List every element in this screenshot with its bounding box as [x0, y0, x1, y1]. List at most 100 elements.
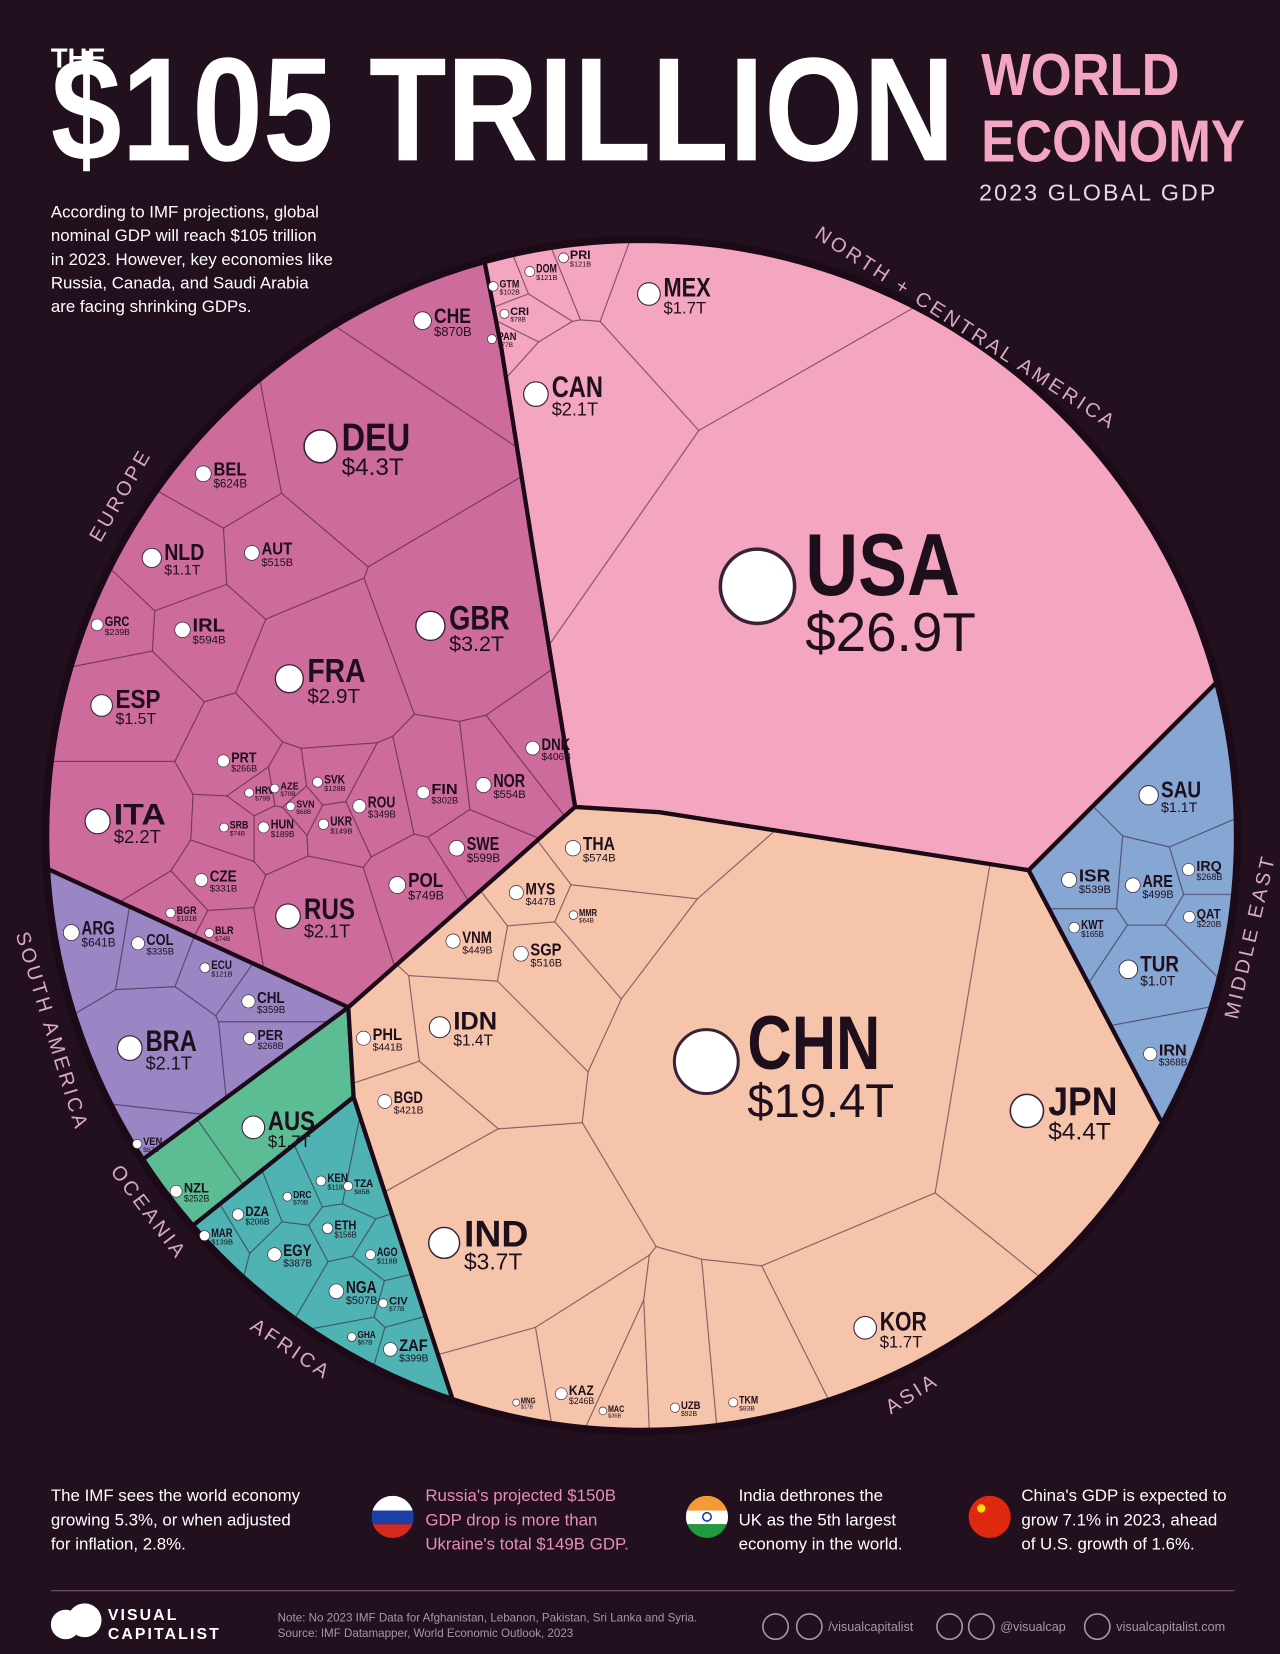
gdp-label: $1.7T — [663, 299, 706, 318]
flag — [378, 1298, 389, 1309]
gdp-label: $624B — [213, 477, 247, 490]
country-code: JPN — [1048, 1080, 1117, 1124]
country-code: EGY — [283, 1242, 311, 1260]
gdp-label: $79B — [255, 796, 271, 803]
gdp-label: $26.9T — [805, 601, 976, 663]
gdp-label: $118B — [377, 1256, 398, 1265]
flag — [1138, 785, 1159, 806]
flag — [244, 545, 260, 561]
country-code: MAR — [211, 1226, 233, 1240]
country-code: NZL — [184, 1181, 209, 1197]
country-code: QAT — [1197, 906, 1222, 921]
flag — [728, 1397, 739, 1408]
flag — [282, 1191, 293, 1202]
flag — [672, 1028, 740, 1096]
country-code: SAU — [1161, 777, 1201, 803]
gdp-label: $421B — [394, 1106, 424, 1117]
icon — [762, 1613, 789, 1641]
flag — [352, 799, 367, 814]
gdp-label: $101B — [177, 916, 198, 923]
gdp-label: $156B — [334, 1230, 357, 1239]
flag — [204, 928, 215, 938]
icon — [967, 1613, 995, 1641]
flag — [132, 1139, 143, 1149]
flag-star — [977, 1504, 986, 1513]
country-code: TZA — [354, 1178, 373, 1190]
country-code: VNM — [462, 928, 492, 947]
gdp-label: $2.2T — [114, 826, 161, 847]
flag — [365, 1249, 376, 1260]
flag — [487, 334, 497, 344]
country-code: GBR — [449, 599, 510, 637]
gdp-label: $118B — [327, 1182, 348, 1191]
country-code: BEL — [213, 459, 246, 480]
flag — [1182, 863, 1195, 876]
region-border — [1026, 630, 1238, 1163]
gdp-label: $121B — [536, 273, 557, 282]
country-code: BRA — [146, 1026, 197, 1058]
flag — [328, 1283, 345, 1300]
flag — [568, 910, 579, 920]
country-code: BLR — [215, 925, 234, 937]
flag — [194, 873, 209, 887]
flag — [267, 1247, 282, 1262]
country-code: CIV — [389, 1295, 409, 1307]
flag — [554, 1387, 568, 1401]
social-handle[interactable]: @visualcap — [1000, 1620, 1066, 1634]
social-handle[interactable]: /visualcapitalist — [828, 1620, 913, 1634]
gdp-label: $574B — [583, 853, 616, 865]
intro-line: nominal GDP will reach $105 trillion — [51, 226, 317, 245]
flag — [383, 1342, 398, 1357]
intro-line: Russia, Canada, and Saudi Arabia — [51, 274, 309, 293]
country-code: IRN — [1159, 1043, 1187, 1060]
gdp-label: $2.1T — [146, 1053, 192, 1073]
pre-title: THE — [51, 43, 106, 74]
icon — [936, 1613, 964, 1641]
footer-text: growing 5.3%, or when adjusted — [51, 1510, 291, 1529]
footer-text: The IMF sees the world economy — [51, 1486, 301, 1505]
gdp-label: $128B — [324, 784, 346, 793]
labels: USA$26.9TCAN$2.1TMEX$1.7TPRI$121BDOM$121… — [62, 248, 1222, 1420]
gdp-label: $19.4T — [747, 1074, 894, 1127]
flag — [243, 1031, 257, 1045]
gdp-label: $77B — [389, 1306, 405, 1313]
flag — [428, 1016, 451, 1039]
country-code: ARE — [1142, 871, 1173, 891]
gdp-label: $67B — [357, 1340, 372, 1347]
country-code: AGO — [377, 1246, 398, 1259]
icon — [795, 1613, 823, 1641]
country-code: KWT — [1081, 917, 1103, 932]
intro-line: in 2023. However, key economies like — [51, 250, 333, 269]
gdp-label: $2.1T — [304, 922, 350, 942]
country-code: HRV — [255, 785, 275, 797]
region-border — [45, 1094, 456, 1432]
gdp-label: $17B — [521, 1405, 534, 1411]
country-cell — [174, 692, 284, 797]
country-code: MMR — [579, 908, 597, 919]
flag — [508, 885, 524, 901]
gdp-label: $1.1T — [164, 563, 201, 579]
flag — [513, 945, 529, 962]
gdp-label: $4.3T — [342, 454, 404, 481]
gdp-label: $516B — [530, 958, 562, 970]
flag — [427, 1226, 461, 1260]
flag — [1143, 1047, 1158, 1062]
gdp-label: $1.7T — [268, 1132, 311, 1151]
gdp-label: $449B — [462, 945, 492, 956]
flag-india — [685, 1495, 729, 1538]
flag — [525, 740, 540, 756]
country-code: GRC — [105, 613, 130, 629]
country-code: IRL — [193, 615, 225, 636]
flag — [90, 618, 104, 632]
country-code: AUS — [268, 1106, 315, 1136]
flag — [241, 1115, 266, 1140]
gdp-label: $189B — [271, 830, 295, 839]
gdp-label: $1.0T — [1140, 974, 1176, 989]
gdp-label: $2.9T — [307, 685, 360, 708]
flag — [558, 252, 569, 264]
gdp-label: $335B — [146, 947, 174, 958]
footer-text: for inflation, 2.8%. — [51, 1535, 186, 1554]
country-cell — [45, 760, 194, 903]
website[interactable]: visualcapitalist.com — [1116, 1620, 1225, 1634]
